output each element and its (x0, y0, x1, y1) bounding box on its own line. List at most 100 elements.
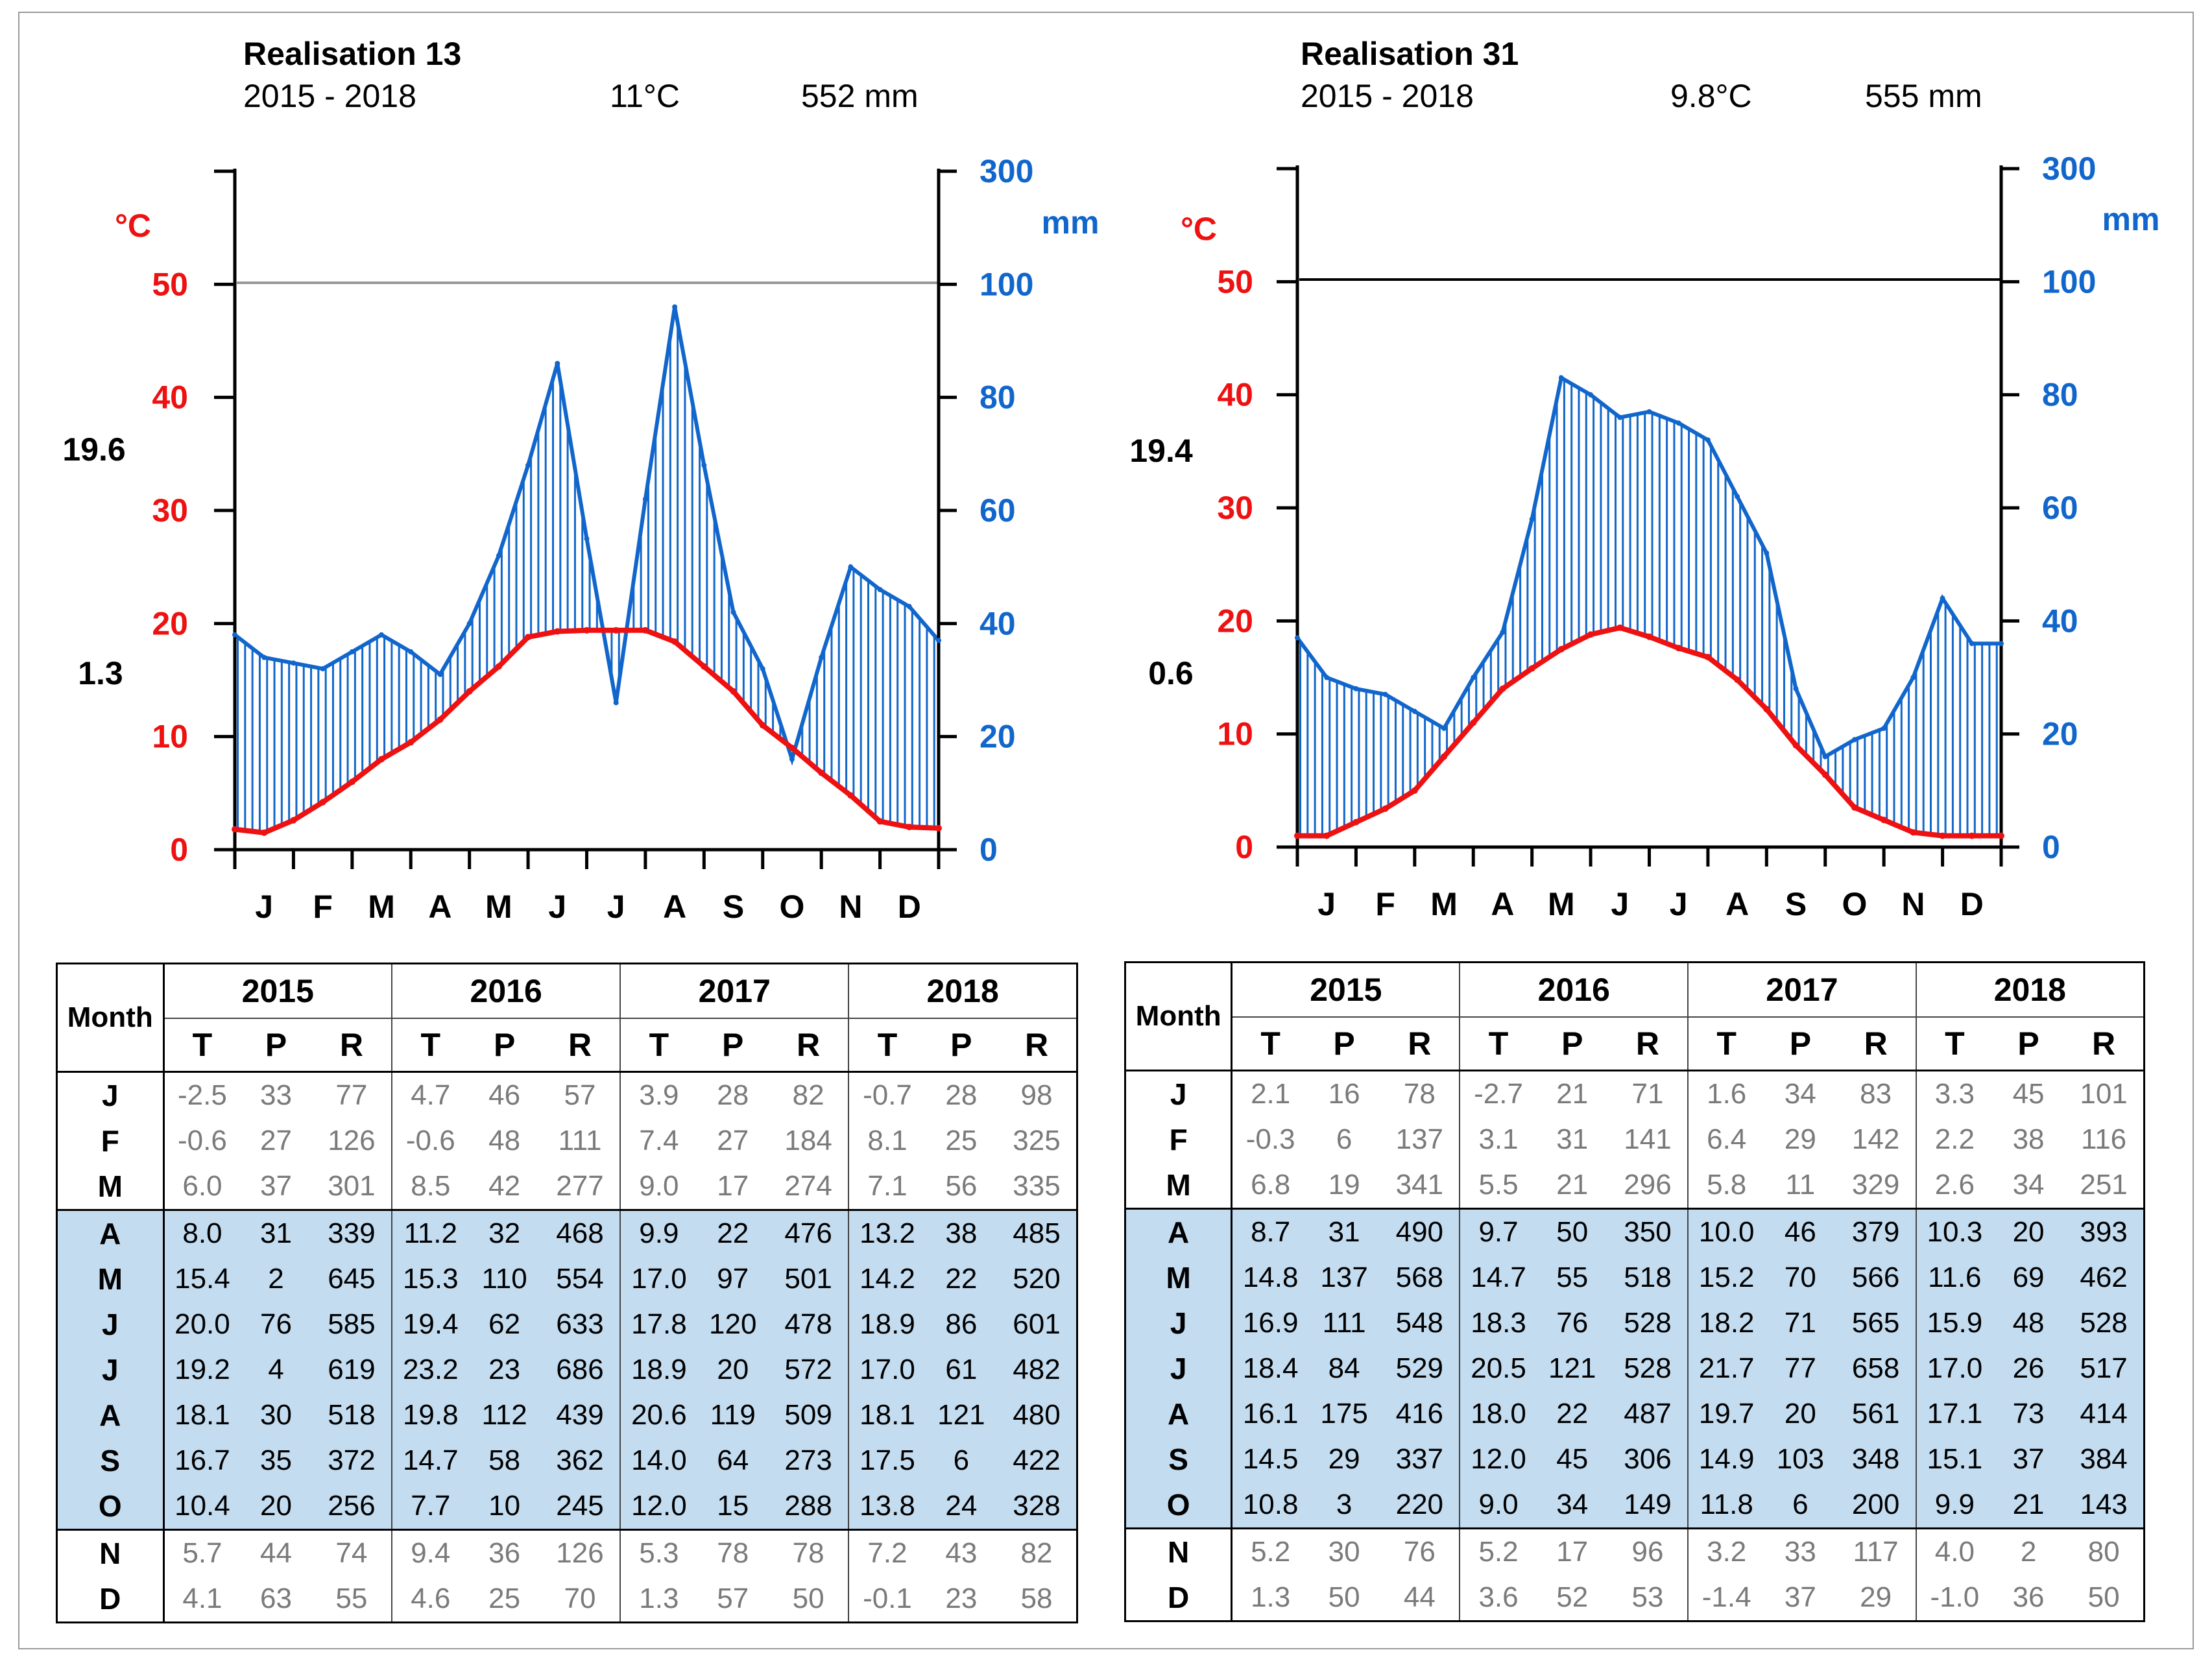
data-cell: 36 (468, 1529, 540, 1576)
month-label: J (255, 889, 273, 925)
data-cell: 21.7 (1687, 1346, 1765, 1391)
column-header: R (768, 1018, 849, 1073)
precip-point (1441, 725, 1447, 731)
table-row: J 16.9 111 548 18.3 76 528 18.2 71 565 15.9 48 528 (1124, 1300, 2146, 1346)
data-cell: 8.5 (391, 1164, 469, 1210)
table-row: F -0.3 6 137 3.1 31 141 6.4 29 142 2.2 38 116 (1124, 1117, 2146, 1162)
data-cell: 17.0 (619, 1256, 697, 1302)
data-cell: 490 (1380, 1208, 1460, 1255)
data-cell: 10.8 (1231, 1482, 1308, 1529)
month-label: S (1785, 886, 1807, 922)
data-cell: 20 (697, 1347, 769, 1393)
table-row: D 1.3 50 44 3.6 52 53 -1.4 37 29 -1.0 36 50 (1124, 1575, 2146, 1622)
data-cell: 78 (1403, 1078, 1436, 1110)
chart-1-mm-unit: mm (1042, 204, 1100, 241)
right-tick-label: 20 (2042, 716, 2078, 752)
table-row: S 14.5 29 337 12.0 45 306 14.9 103 348 15.1 37 384 (1124, 1437, 2146, 1482)
data-cell: 82 (792, 1079, 824, 1111)
data-cell: 2.2 (1915, 1117, 1993, 1162)
data-cell: 6.4 (1687, 1117, 1765, 1162)
month-cell: J (56, 1347, 165, 1393)
column-header: R (1836, 1017, 1916, 1071)
month-cell: J (1124, 1300, 1233, 1346)
data-cell: 10.4 (163, 1483, 241, 1530)
precip-point (261, 654, 267, 660)
temp-point (730, 688, 737, 695)
data-cell: 601 (997, 1302, 1079, 1347)
chart-2-title: Realisation 31 (1301, 36, 1519, 72)
month-label: F (313, 889, 333, 925)
table-row: M 15.4 2 645 15.3 110 554 17.0 97 501 14.2 22 520 (56, 1256, 1079, 1302)
month-label: D (898, 889, 921, 925)
temp-point (1646, 633, 1653, 640)
temp-point (1352, 819, 1360, 826)
data-cell: 28 (945, 1079, 978, 1111)
data-cell: 30 (1308, 1527, 1380, 1575)
temp-point (407, 739, 415, 746)
precip-point (291, 660, 296, 666)
column-header: P (1536, 1017, 1608, 1071)
temp-point (466, 688, 473, 695)
data-cell: 12.0 (619, 1483, 697, 1530)
data-cell: 6 (1764, 1482, 1836, 1529)
column-header: R (311, 1018, 392, 1073)
precip-point (1588, 392, 1594, 398)
month-cell: N (1124, 1527, 1233, 1575)
data-cell: 33 (1764, 1527, 1836, 1575)
precip-point (1471, 675, 1476, 680)
data-cell: 5.7 (163, 1529, 241, 1576)
data-cell: 38 (925, 1209, 998, 1256)
data-cell: 482 (997, 1347, 1079, 1393)
data-cell: 554 (540, 1256, 621, 1302)
precip-point (466, 621, 472, 627)
precip-point (320, 666, 326, 672)
precip-point (1412, 708, 1417, 714)
data-cell: 149 (1607, 1482, 1689, 1529)
data-cell: 18.4 (1231, 1346, 1308, 1391)
month-label: S (723, 889, 744, 925)
data-cell: 16.7 (163, 1438, 241, 1483)
data-cell: 348 (1836, 1437, 1916, 1482)
data-cell: 1.3 (1231, 1575, 1308, 1622)
data-cell: 528 (1607, 1300, 1689, 1346)
precip-point (1500, 629, 1506, 635)
year-header: 2015 (1231, 961, 1460, 1018)
precip-point (1617, 414, 1623, 420)
data-cell: 52 (1536, 1575, 1608, 1622)
data-cell: 48 (1992, 1300, 2065, 1346)
table-row: M 6.8 19 341 5.5 21 296 5.8 11 329 2.6 34 251 (1124, 1162, 2146, 1209)
data-cell: 384 (2064, 1437, 2146, 1482)
data-cell: 6.8 (1251, 1169, 1291, 1201)
data-cell: 57 (564, 1079, 596, 1111)
precip-point (1999, 641, 2004, 647)
table-row: A 8.0 31 339 11.2 32 468 9.9 22 476 13.2 38 485 (56, 1209, 1079, 1256)
temp-point (818, 769, 825, 776)
data-cell: 529 (1380, 1346, 1460, 1391)
data-cell: 71 (1764, 1300, 1836, 1346)
precip-point (672, 304, 678, 310)
data-cell: 31 (240, 1209, 312, 1256)
data-table-realisation-31: Month 2015 2016 2017 2018 T P R T P R T P R T P R J 2.1 16 7… (1124, 961, 2146, 1622)
precip-point (1324, 675, 1330, 680)
data-cell: 11 (1785, 1169, 1816, 1201)
data-cell: 28 (717, 1079, 749, 1111)
precip-point (496, 553, 501, 558)
precip-point (1558, 375, 1564, 381)
table-row: A 16.1 175 416 18.0 22 487 19.7 20 561 17.1 73 414 (1124, 1391, 2146, 1437)
temp-point (348, 778, 355, 785)
right-tick-label: 20 (980, 719, 1016, 755)
data-cell: 4.7 (391, 1071, 469, 1118)
column-header: T (391, 1018, 469, 1073)
data-cell: 23.2 (391, 1347, 469, 1393)
data-cell: 20 (1992, 1208, 2065, 1255)
right-tick-label: 0 (980, 832, 998, 868)
data-cell: 82 (997, 1529, 1079, 1576)
precip-point (936, 638, 941, 643)
year-header: 2015 (163, 963, 392, 1019)
data-cell: 4.1 (163, 1576, 241, 1623)
data-cell: 18.1 (848, 1393, 926, 1438)
data-cell: 76 (240, 1302, 312, 1347)
left-tick-label: 10 (152, 719, 188, 755)
month-cell: J (56, 1071, 165, 1118)
left-tick-label: 0 (1235, 829, 1253, 865)
